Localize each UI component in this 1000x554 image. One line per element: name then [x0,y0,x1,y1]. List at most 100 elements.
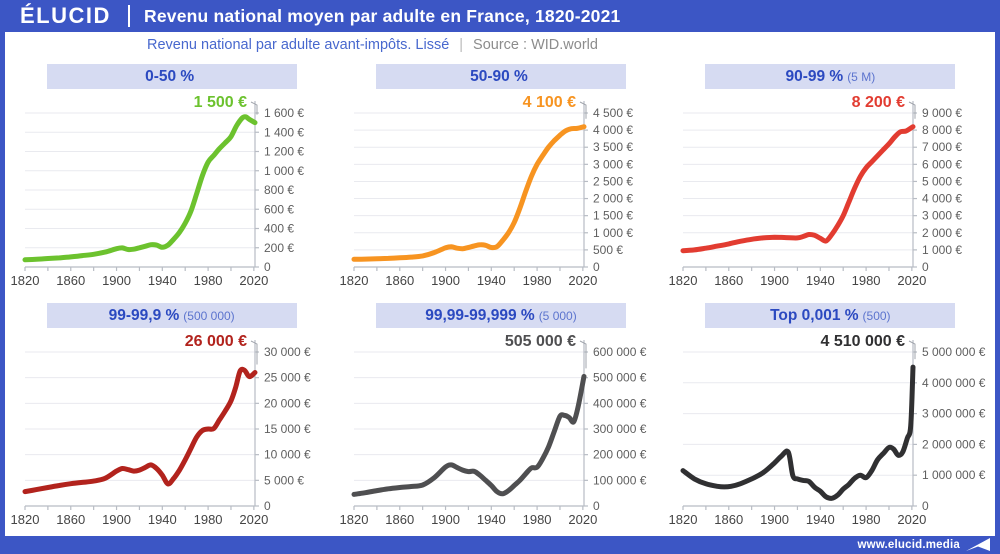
svg-text:2 500 €: 2 500 € [593,174,633,188]
svg-text:1 200 €: 1 200 € [264,144,304,158]
svg-text:0: 0 [264,260,271,274]
panel-title-paren: (500 000) [183,308,235,323]
panel-title-band: Top 0,001 % (500) [705,303,956,328]
svg-text:3 500 €: 3 500 € [593,140,633,154]
svg-text:1860: 1860 [56,273,85,288]
subtitle-text: Revenu national par adulte avant-impôts.… [147,37,450,53]
svg-text:300 000 €: 300 000 € [593,422,647,436]
footer-url[interactable]: www.elucid.media [857,539,960,551]
svg-text:1860: 1860 [385,512,414,527]
svg-text:9 000 €: 9 000 € [922,106,962,120]
svg-text:1900: 1900 [102,273,131,288]
svg-text:2020: 2020 [568,512,597,527]
svg-text:1 000 €: 1 000 € [264,163,304,177]
panel-99-999: 99-99,9 % (500 000) 0 5 000 € 10 000 € 15 00… [7,297,336,536]
svg-text:1820: 1820 [340,273,368,288]
svg-text:1820: 1820 [11,273,39,288]
header-divider [128,5,130,27]
chart-99-99-9-percent: 0 5 000 € 10 000 € 15 000 € 20 000 € 25 000 €… [11,333,311,527]
svg-text:1900: 1900 [431,273,460,288]
svg-text:0: 0 [922,499,929,513]
svg-text:20 000 €: 20 000 € [264,396,311,410]
svg-text:2020: 2020 [898,512,927,527]
svg-text:4 000 €: 4 000 € [922,191,962,205]
svg-text:26 000 €: 26 000 € [184,333,246,350]
svg-text:5 000 €: 5 000 € [264,473,304,487]
svg-text:4 510 000 €: 4 510 000 € [821,333,906,350]
svg-text:500 000 €: 500 000 € [593,370,647,384]
svg-text:0: 0 [264,499,271,513]
svg-text:200 €: 200 € [264,240,294,254]
svg-text:25 000 €: 25 000 € [264,370,311,384]
svg-text:1940: 1940 [477,512,506,527]
svg-text:600 000 €: 600 000 € [593,345,647,359]
panel-title-band: 50-90 % [375,64,627,89]
svg-text:200 000 €: 200 000 € [593,447,647,461]
svg-text:1980: 1980 [193,273,222,288]
svg-text:15 000 €: 15 000 € [264,422,311,436]
svg-text:0: 0 [593,499,600,513]
subtitle-separator: | [459,37,464,53]
svg-text:1980: 1980 [193,512,222,527]
svg-text:1980: 1980 [852,273,881,288]
svg-text:1 000 000 €: 1 000 000 € [922,468,986,482]
svg-text:30 000 €: 30 000 € [264,345,311,359]
panel-title-band: 99-99,9 % (500 000) [46,303,297,328]
svg-text:3 000 €: 3 000 € [922,208,962,222]
svg-text:505 000 €: 505 000 € [505,333,576,350]
svg-text:1 400 €: 1 400 € [264,125,304,139]
elucid-arrow-icon [966,538,990,551]
chart-0-50-percent: 0 200 € 400 € 600 € 800 € 1 000 € 1 200 € 1 400… [11,94,304,288]
svg-text:1980: 1980 [523,273,552,288]
svg-text:400 €: 400 € [264,221,294,235]
svg-text:1 000 €: 1 000 € [593,225,633,239]
svg-text:1820: 1820 [669,273,697,288]
header-bar: ÉLUCID Revenu national moyen par adulte … [0,0,1000,32]
svg-text:600 €: 600 € [264,202,294,216]
panel-title-paren: (5 000) [538,308,577,323]
svg-text:2 000 €: 2 000 € [922,225,962,239]
panel-title: 99,99-99,999 % [425,306,535,324]
svg-text:2020: 2020 [239,273,268,288]
svg-text:1820: 1820 [340,512,368,527]
svg-text:1860: 1860 [715,512,744,527]
svg-text:1940: 1940 [806,512,835,527]
panel-title: 50-90 % [470,67,528,85]
chart-50-90-percent: 0 500 € 1 000 € 1 500 € 2 000 € 2 500 € 3 000 … [340,94,633,288]
panel-title-paren: (500) [862,308,891,323]
svg-text:500 €: 500 € [593,242,623,256]
panel-title-band: 99,99-99,999 % (5 000) [375,303,627,328]
svg-text:1980: 1980 [523,512,552,527]
svg-text:7 000 €: 7 000 € [922,140,962,154]
panel-title: 0-50 % [145,67,195,85]
subtitle-row: Revenu national par adulte avant-impôts.… [5,32,995,58]
panel-title: 99-99,9 % [108,306,180,324]
svg-text:2 000 000 €: 2 000 000 € [922,437,986,451]
svg-text:400 000 €: 400 000 € [593,396,647,410]
svg-text:8 000 €: 8 000 € [922,123,962,137]
chart-top-0-001-percent: 0 1 000 000 € 2 000 000 € 3 000 000 € 4 000 … [669,333,986,527]
svg-text:4 500 €: 4 500 € [593,106,633,120]
page-title: Revenu national moyen par adulte en Fran… [144,5,621,26]
svg-text:2020: 2020 [568,273,597,288]
svg-text:1820: 1820 [669,512,697,527]
svg-text:0: 0 [593,260,600,274]
svg-text:100 000 €: 100 000 € [593,473,647,487]
source-text: Source : WID.world [473,37,598,53]
svg-text:3 000 000 €: 3 000 000 € [922,406,986,420]
svg-text:1900: 1900 [431,512,460,527]
svg-text:8 200 €: 8 200 € [852,94,905,111]
charts-grid: 0-50 % 0 200 € 400 € 600 € 800 € 1 000 € 1 200… [5,58,995,536]
svg-text:1 000 €: 1 000 € [922,242,962,256]
svg-text:1860: 1860 [715,273,744,288]
elucid-logo: ÉLUCID [20,3,111,28]
svg-text:1940: 1940 [477,273,506,288]
svg-text:4 100 €: 4 100 € [523,94,576,111]
panel-90-99: 90-99 % (5 M) 0 1 000 € 2 000 € 3 000 € 4 000… [666,58,995,297]
svg-text:1820: 1820 [11,512,39,527]
svg-text:1900: 1900 [760,512,789,527]
svg-text:2020: 2020 [239,512,268,527]
svg-text:1860: 1860 [385,273,414,288]
svg-text:5 000 €: 5 000 € [922,174,962,188]
